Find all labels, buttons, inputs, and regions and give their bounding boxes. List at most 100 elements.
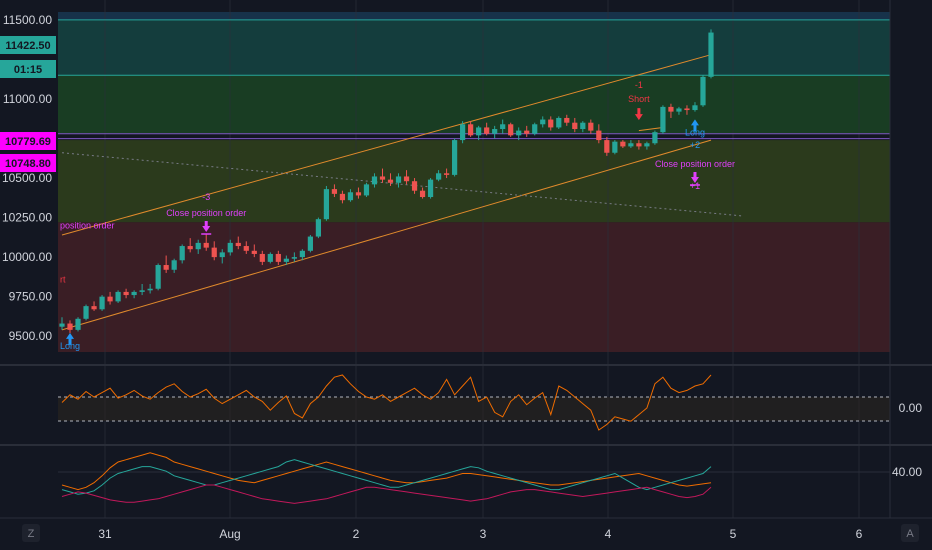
annotation-label: rt — [60, 274, 66, 284]
candle-body — [155, 265, 161, 289]
annotation-label: Short — [628, 94, 650, 104]
annotation-label: Close position order — [655, 159, 735, 169]
candle-body — [299, 250, 305, 258]
date-tick-label: 6 — [856, 527, 863, 541]
annotation-label: Long — [685, 127, 705, 137]
price-zone — [58, 19, 890, 76]
candle-body — [604, 140, 610, 153]
price-tick-label: 11500.00 — [3, 13, 52, 27]
candle-body — [171, 260, 177, 270]
annotation-label: +1 — [690, 181, 700, 191]
annotation-label: +2 — [690, 140, 700, 150]
annotation-label: -3 — [202, 192, 210, 202]
annotation-label: Close position order — [166, 208, 246, 218]
candle-body — [668, 106, 674, 112]
candle-body — [275, 253, 281, 262]
candle-body — [75, 318, 81, 330]
candle-body — [107, 296, 113, 302]
candle-body — [636, 143, 642, 147]
candle-body — [379, 176, 386, 180]
level-lower-badge-bg — [0, 154, 56, 172]
last-price-badge-bg — [0, 36, 56, 54]
candle-body — [460, 124, 466, 141]
close-arrow-icon — [202, 221, 211, 232]
candle-body — [259, 253, 265, 262]
candle-body — [403, 176, 410, 182]
candle-body — [315, 219, 321, 237]
trend-dotted-line — [61, 152, 744, 217]
candle-body — [123, 291, 129, 296]
candle-body — [676, 108, 682, 112]
osc2-value-label: 40.00 — [892, 465, 922, 479]
candle-body — [492, 129, 498, 134]
candle-body — [516, 130, 522, 136]
auto-scale-toggle-right[interactable]: A — [901, 524, 919, 542]
price-zone — [58, 12, 890, 20]
candle-body — [227, 242, 233, 253]
price-zone — [58, 140, 890, 223]
candle-body — [339, 193, 346, 201]
candle-body — [684, 108, 690, 111]
candle-body — [708, 32, 714, 77]
date-tick-label: 31 — [98, 527, 112, 541]
candle-body — [700, 76, 706, 106]
annotation-label: position order — [60, 221, 115, 231]
date-tick-label: 3 — [480, 527, 487, 541]
candle-body — [395, 176, 402, 183]
channel-upper-line — [61, 54, 712, 236]
date-tick-label: Aug — [219, 527, 240, 541]
candle-body — [179, 246, 185, 261]
candle-body — [163, 265, 169, 270]
date-tick-label: 2 — [353, 527, 360, 541]
osc2-series-line — [61, 459, 712, 495]
candle-body — [692, 105, 698, 111]
osc2-series-line — [61, 484, 712, 504]
candle-body — [235, 242, 241, 247]
candle-body — [291, 257, 297, 259]
level-upper-badge-bg — [0, 132, 56, 150]
candle-body — [203, 242, 209, 248]
oscillator-pane-2 — [58, 452, 890, 504]
horizontal-levels — [58, 19, 890, 140]
price-tick-label: 10250.00 — [2, 211, 52, 225]
candle-body — [195, 242, 201, 250]
candle-body — [251, 250, 257, 254]
price-tick-label: 9500.00 — [9, 329, 53, 343]
candle-body — [59, 323, 65, 327]
candle-body — [596, 130, 602, 141]
grid-lines — [104, 0, 860, 518]
candle-body — [139, 290, 145, 292]
price-zone — [58, 222, 890, 352]
price-badges: 11422.50 01:15 10779.69 10748.80 — [0, 36, 56, 172]
candle-body — [484, 127, 490, 134]
price-tick-label: 10000.00 — [2, 250, 52, 264]
candle-body — [131, 291, 137, 296]
candle-body — [644, 143, 650, 147]
candlestick-series — [59, 29, 714, 334]
candle-body — [83, 306, 89, 319]
time-axis: 31 Aug 2 3 4 5 6 — [98, 527, 862, 541]
trend-channel — [61, 54, 744, 331]
price-tick-label: 10500.00 — [2, 171, 52, 185]
candle-body — [452, 140, 458, 175]
candle-body — [331, 189, 338, 194]
candle-body — [532, 124, 538, 134]
candle-body — [323, 189, 330, 220]
candle-body — [211, 247, 217, 258]
candle-body — [652, 132, 658, 144]
candle-body — [468, 124, 474, 136]
candle-body — [548, 119, 554, 128]
close-arrow-icon — [690, 171, 699, 183]
price-tick-label: 9750.00 — [9, 290, 53, 304]
last-price-badge: 11422.50 — [5, 40, 50, 52]
oscillator-pane-1 — [58, 374, 890, 431]
price-zones — [58, 12, 890, 352]
candle-body — [556, 117, 562, 128]
candle-body — [572, 122, 578, 130]
candle-body — [99, 296, 105, 310]
annotation-label: Long — [60, 341, 80, 351]
candle-body — [307, 236, 313, 251]
osc1-line — [61, 374, 712, 431]
osc1-value-label: 0.00 — [899, 401, 923, 415]
auto-scale-toggle-left[interactable]: Z — [22, 524, 40, 542]
